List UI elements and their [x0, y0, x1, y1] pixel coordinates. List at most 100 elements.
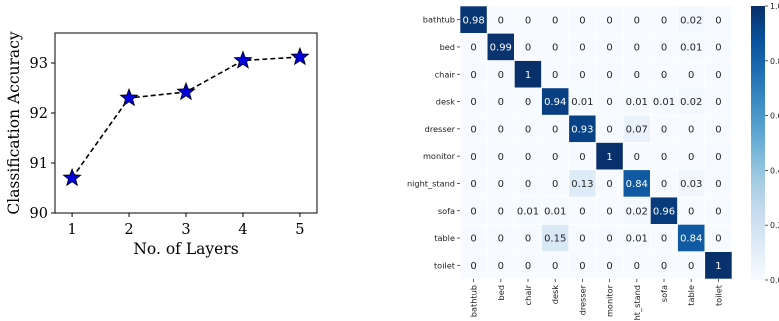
heatmap-value: 0.15	[544, 234, 566, 245]
row-label: night_stand	[407, 178, 455, 188]
heatmap-cell	[541, 87, 570, 116]
heatmap-value: 0	[552, 179, 558, 190]
heatmap-value: 0.01	[680, 43, 702, 54]
heatmap-value: 0	[715, 15, 721, 26]
colorbar-tick-label: 0.8	[770, 57, 779, 66]
heatmap-cell	[568, 32, 597, 61]
heatmap-value: 0.93	[571, 124, 593, 135]
heatmap-value: 0	[688, 124, 694, 135]
row-label: dresser	[425, 124, 456, 134]
heatmap-cell	[595, 5, 624, 34]
heatmap-cell	[650, 60, 678, 89]
heatmap-value: 0	[606, 179, 612, 190]
heatmap-cell	[704, 60, 733, 89]
heatmap-cell	[677, 169, 706, 198]
column-label: desk	[550, 285, 560, 305]
heatmap-cell	[595, 87, 624, 116]
heatmap-cell	[541, 251, 570, 280]
heatmap-cell	[486, 251, 515, 280]
heatmap-cell	[568, 251, 597, 280]
line-chart-y-axis-label: Classification Accuracy	[5, 31, 23, 214]
heatmap-value: 0.07	[626, 124, 648, 135]
heatmap-cell	[514, 87, 542, 116]
heatmap-cell	[704, 251, 733, 280]
heatmap-cell	[595, 251, 624, 280]
heatmap-cell	[568, 60, 597, 89]
heatmap-value: 0	[606, 206, 612, 217]
heatmap-cell	[595, 32, 624, 61]
heatmap-value: 0	[498, 15, 504, 26]
x-tick-label: 4	[238, 222, 247, 238]
heatmap-value: 0	[552, 124, 558, 135]
heatmap-cell	[650, 224, 678, 252]
confusion-matrix-column-labels: bathtub bed chair desk dresser monitor night_s…	[469, 279, 723, 321]
heatmap-value: 1	[606, 152, 612, 163]
heatmap-value: 0	[715, 124, 721, 135]
row-label: bed	[440, 42, 455, 52]
star-marker	[233, 50, 253, 69]
star-marker	[62, 167, 82, 187]
heatmap-value: 0	[525, 179, 531, 190]
heatmap-value: 0	[525, 261, 531, 272]
heatmap-value: 0.02	[626, 206, 648, 217]
heatmap-cell	[622, 60, 651, 89]
accuracy-markers	[62, 46, 310, 187]
heatmap-value: 0	[579, 15, 585, 26]
heatmap-value: 0	[715, 70, 721, 81]
heatmap-value: 0	[552, 15, 558, 26]
heatmap-value: 0.13	[571, 179, 593, 190]
heatmap-cell	[568, 196, 597, 225]
colorbar-tick-label: 0.4	[770, 166, 779, 175]
accuracy-line	[71, 56, 300, 179]
y-tick-label: 91	[30, 156, 48, 172]
row-label: toilet	[434, 260, 456, 270]
heatmap-cell	[514, 32, 542, 61]
star-marker	[176, 81, 196, 101]
heatmap-value: 0.01	[517, 206, 539, 217]
heatmap-value: 0	[634, 15, 640, 26]
heatmap-cell	[595, 142, 624, 171]
colorbar-gradient	[751, 6, 765, 280]
heatmap-value: 0	[498, 179, 504, 190]
heatmap-value: 0.03	[680, 179, 702, 190]
heatmap-cell	[459, 32, 488, 61]
heatmap-cell	[704, 114, 733, 143]
heatmap-value: 0	[606, 234, 612, 245]
heatmap-cell	[622, 169, 651, 198]
heatmap-value: 0	[661, 261, 667, 272]
heatmap-value: 0	[470, 179, 476, 190]
heatmap-cell	[514, 251, 542, 280]
heatmap-value: 0.01	[571, 97, 593, 108]
heatmap-cell	[459, 60, 488, 89]
heatmap-value: 0	[470, 152, 476, 163]
heatmap-value: 0	[634, 261, 640, 272]
heatmap-value: 0	[498, 124, 504, 135]
heatmap-cell	[650, 142, 678, 171]
line-chart: 90 91 92 93 1 2 3 4 5 No. of Layers Classificat…	[5, 31, 318, 258]
heatmap-cell	[622, 224, 651, 252]
heatmap-value: 0	[661, 15, 667, 26]
heatmap-cell	[704, 196, 733, 225]
heatmap-cell	[459, 224, 488, 252]
heatmap-value: 0.01	[544, 206, 566, 217]
colorbar-tick-label: 1.0	[770, 2, 779, 11]
y-tick-label: 93	[30, 56, 48, 72]
y-tick-label: 92	[30, 106, 48, 122]
heatmap-cell	[650, 32, 678, 61]
heatmap-cell	[459, 196, 488, 225]
heatmap-value: 0	[579, 206, 585, 217]
heatmap-value: 0	[688, 206, 694, 217]
heatmap-cell	[677, 5, 706, 34]
heatmap-cell	[514, 169, 542, 198]
heatmap-value: 0.96	[653, 206, 675, 217]
heatmap-value: 0	[606, 97, 612, 108]
heatmap-cell	[568, 114, 597, 143]
heatmap-value: 0	[552, 152, 558, 163]
heatmap-value: 0	[688, 70, 694, 81]
x-tick-label: 2	[124, 222, 133, 238]
column-label: bathtub	[469, 285, 479, 317]
heatmap-value: 0	[606, 15, 612, 26]
colorbar-tick-label: 0.0	[770, 276, 779, 285]
heatmap-value: 0.01	[653, 97, 675, 108]
